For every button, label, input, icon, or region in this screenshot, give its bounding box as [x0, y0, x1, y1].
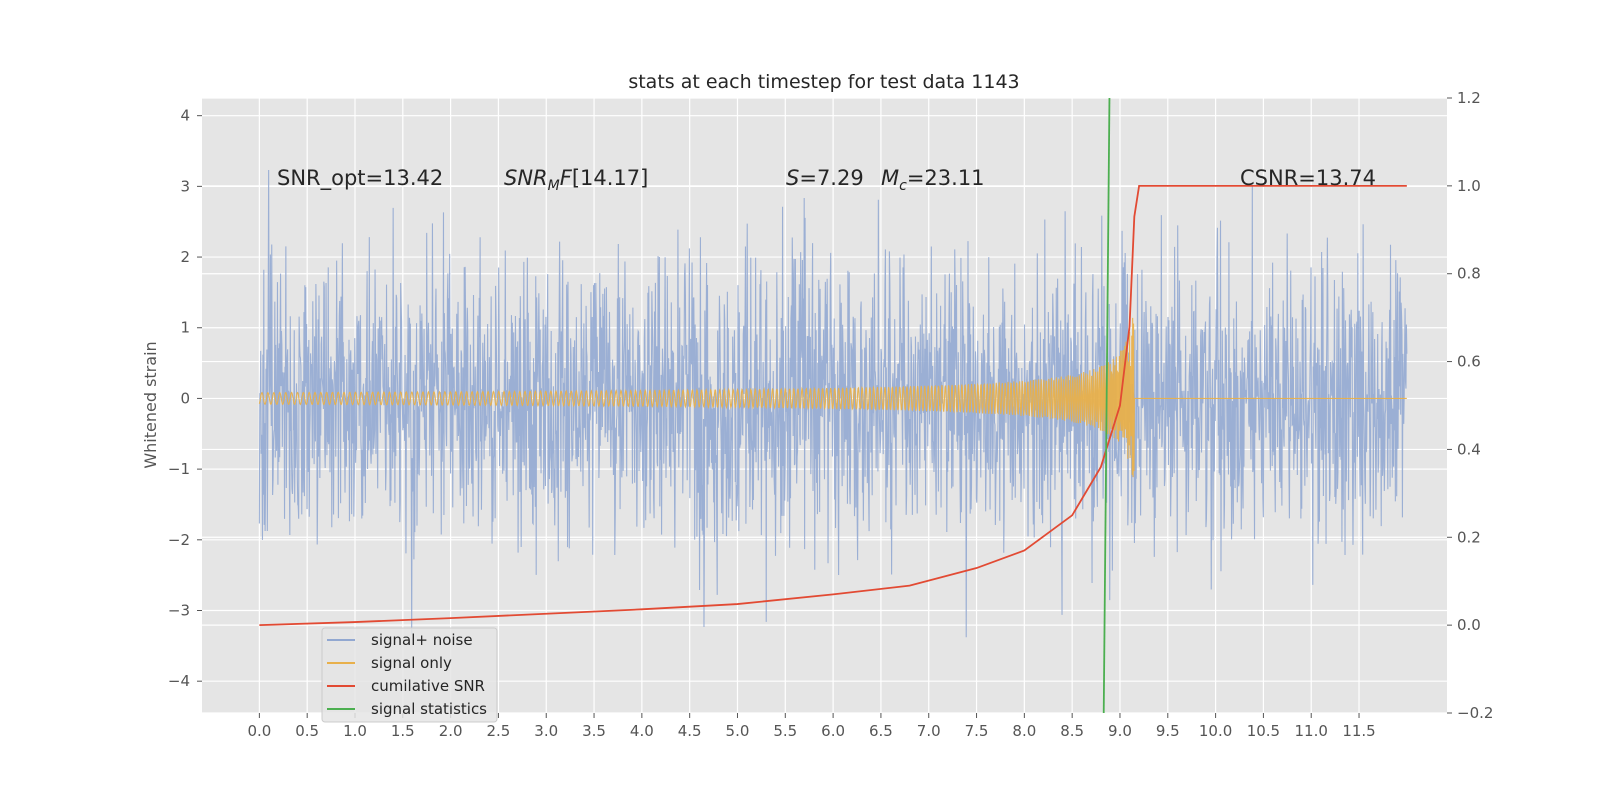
x-tick-label: 5.0	[726, 722, 750, 740]
annotation-snr-mf-value: [14.17]	[572, 166, 649, 190]
series-cumilative-snr	[259, 184, 1407, 627]
series-signal-statistics	[1102, 97, 1111, 714]
y2-tick-label: 1.0	[1457, 177, 1481, 195]
annotation-stat-value: =7.29	[799, 166, 863, 190]
annotation-snr-mf: SNRMF[14.17]	[504, 166, 648, 194]
y2-tick-label: 0.8	[1457, 265, 1481, 283]
x-tick-label: 2.0	[439, 722, 463, 740]
signal-statistics-line	[1102, 97, 1111, 714]
y-tick-label: −2	[168, 531, 190, 549]
x-tick-label: 9.0	[1108, 722, 1132, 740]
x-tick-label: 4.0	[630, 722, 654, 740]
x-tick-label: 0.0	[247, 722, 271, 740]
y-tick-label: 1	[180, 319, 190, 337]
y-tick-label: 4	[180, 107, 190, 125]
legend-label-signal-only: signal only	[371, 654, 452, 672]
y2-tick-label: 0.4	[1457, 440, 1481, 458]
y2-tick-label: −0.2	[1457, 704, 1493, 722]
legend-label-cumilative-snr: cumilative SNR	[371, 677, 485, 695]
annotation-mc: Mc=23.11	[881, 166, 985, 194]
x-tick-label: 10.0	[1199, 722, 1232, 740]
x-tick-label: 9.5	[1156, 722, 1180, 740]
x-tick-label: 8.5	[1060, 722, 1084, 740]
y-tick-label: 2	[180, 248, 190, 266]
signal-only-line	[258, 317, 1407, 478]
series-signal-plus-noise	[258, 170, 1408, 638]
x-tick-label: 8.0	[1012, 722, 1036, 740]
x-tick-label: 6.0	[821, 722, 845, 740]
series-signal-only	[258, 317, 1407, 478]
legend-box	[321, 627, 498, 723]
cumilative-snr-line	[259, 184, 1407, 627]
legend-label-signal-statistics: signal statistics	[371, 700, 487, 718]
x-tick-label: 6.5	[869, 722, 893, 740]
x-tick-label: 3.5	[582, 722, 606, 740]
x-tick-label: 10.5	[1247, 722, 1280, 740]
chart-title: stats at each timestep for test data 114…	[628, 71, 1019, 93]
x-tick-label: 1.0	[343, 722, 367, 740]
y-tick-label: 3	[180, 177, 190, 195]
x-tick-label: 1.5	[391, 722, 415, 740]
y-tick-label: −1	[168, 460, 190, 478]
axes: 0.0 0.5 1.0 1.5 2.0 2.5 3.0 3.5 4.0 4.5 5.0 5.5 6.0 6…	[168, 89, 1494, 740]
y2-tick-label: 0.2	[1457, 528, 1481, 546]
legend: signal+ noise signal only cumilative SNR…	[321, 627, 498, 723]
y-tick-label: 0	[180, 389, 190, 407]
y2-tick-label: 0.0	[1457, 616, 1481, 634]
x-tick-label: 11.0	[1295, 722, 1328, 740]
annotation-csnr: CSNR=13.74	[1240, 166, 1376, 190]
y-axis-label: Whitened strain	[141, 341, 160, 468]
signal-plus-noise-line	[258, 170, 1408, 638]
x-tick-label: 7.0	[917, 722, 941, 740]
legend-label-signal-plus-noise: signal+ noise	[371, 631, 473, 649]
y-tick-label: −3	[168, 602, 190, 620]
x-tick-label: 11.5	[1342, 722, 1375, 740]
x-tick-label: 2.5	[486, 722, 510, 740]
x-tick-label: 5.5	[773, 722, 797, 740]
annotation-snr-opt: SNR_opt=13.42	[277, 166, 443, 191]
x-tick-label: 7.5	[965, 722, 989, 740]
annotation-mc-value: =23.11	[907, 166, 985, 190]
annotation-stat: S=7.29	[786, 166, 864, 190]
x-tick-label: 0.5	[295, 722, 319, 740]
y2-tick-label: 0.6	[1457, 353, 1481, 371]
y-tick-label: −4	[168, 672, 190, 690]
y2-tick-label: 1.2	[1457, 89, 1481, 107]
x-tick-label: 4.5	[678, 722, 702, 740]
x-tick-label: 3.0	[534, 722, 558, 740]
